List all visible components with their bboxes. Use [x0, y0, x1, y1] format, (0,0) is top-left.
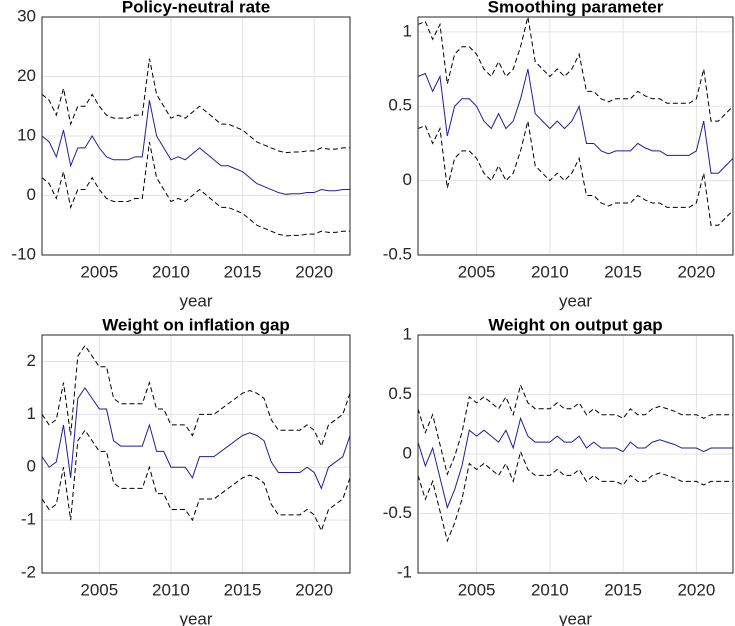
estimate-line	[417, 68, 734, 174]
y-tick-label: 10	[17, 125, 36, 144]
y-tick-label: 0	[403, 170, 412, 189]
y-tick-label: -1	[397, 562, 412, 581]
y-tick-label: 0	[403, 443, 412, 462]
chart-title: Smoothing parameter	[488, 0, 664, 16]
y-tick-label: -10	[11, 244, 36, 263]
y-tick-label: 1	[403, 324, 412, 343]
x-tick-label: 2020	[295, 580, 333, 599]
y-tick-label: -0.5	[383, 244, 412, 263]
y-tick-label: -1	[21, 510, 36, 529]
x-tick-label: 2005	[80, 262, 118, 281]
x-tick-label: 2015	[604, 580, 642, 599]
x-tick-label: 2015	[224, 262, 262, 281]
y-tick-label: 20	[17, 66, 36, 85]
x-tick-label: 2010	[531, 262, 569, 281]
y-tick-label: 0.5	[388, 96, 412, 115]
band-line	[417, 121, 734, 226]
band-line	[417, 383, 733, 476]
x-axis-label: year	[179, 291, 212, 310]
axes-box	[417, 334, 734, 574]
y-tick-label: 1	[27, 404, 36, 423]
y-tick-label: 2	[27, 351, 36, 370]
y-tick-label: 0.5	[388, 384, 412, 403]
x-axis-label: year	[179, 609, 212, 626]
band-line	[41, 344, 351, 448]
x-tick-label: 2010	[531, 580, 569, 599]
axes-box	[41, 334, 351, 574]
plot-area	[42, 335, 350, 573]
chart-title: Weight on output gap	[488, 315, 662, 334]
estimate-line	[41, 100, 350, 195]
axes-box	[417, 16, 734, 256]
band-line	[417, 16, 734, 122]
y-tick-label: 1	[403, 21, 412, 40]
x-axis-label: year	[559, 609, 592, 626]
x-tick-label: 2005	[80, 580, 118, 599]
x-tick-label: 2005	[458, 262, 496, 281]
x-tick-label: 2020	[677, 262, 715, 281]
x-tick-label: 2020	[677, 580, 715, 599]
estimate-line	[41, 386, 351, 490]
chart-title: Weight on inflation gap	[102, 315, 290, 334]
y-tick-label: -0.5	[383, 503, 412, 522]
x-tick-label: 2010	[152, 580, 190, 599]
x-tick-label: 2010	[152, 262, 190, 281]
x-tick-label: 2015	[604, 262, 642, 281]
axes-box	[41, 16, 351, 256]
x-axis-label: year	[559, 291, 592, 310]
band-line	[41, 429, 351, 533]
y-tick-label: 0	[27, 457, 36, 476]
band-line	[41, 141, 350, 237]
x-tick-label: 2020	[295, 262, 333, 281]
y-tick-label: 0	[27, 185, 36, 204]
y-tick-label: 30	[17, 6, 36, 25]
band-line	[417, 450, 733, 543]
y-tick-label: -2	[21, 562, 36, 581]
chart-title: Policy-neutral rate	[122, 0, 270, 16]
band-line	[41, 58, 350, 154]
estimate-line	[417, 416, 733, 510]
plot-area	[418, 17, 733, 255]
x-tick-label: 2005	[458, 580, 496, 599]
x-tick-label: 2015	[224, 580, 262, 599]
